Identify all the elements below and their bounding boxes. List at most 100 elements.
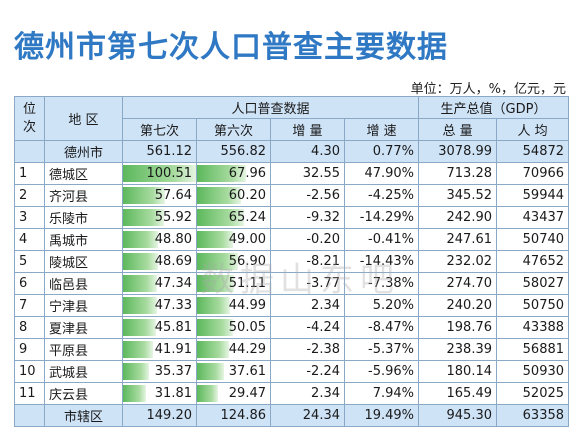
sixth-value: 67.96 bbox=[228, 166, 266, 181]
summary-row: 德州市 561.12 556.82 4.30 0.77% 3078.99 548… bbox=[14, 140, 570, 163]
increase-cell: -8.21 bbox=[270, 250, 345, 273]
total-cell: 247.61 bbox=[418, 228, 498, 251]
data-bar bbox=[123, 165, 196, 182]
rank-cell: 2 bbox=[14, 184, 45, 207]
region-cell: 夏津县 bbox=[44, 316, 123, 339]
increase-cell: 24.34 bbox=[270, 404, 345, 427]
header-rank: 位次 bbox=[14, 96, 45, 141]
sixth-value: 29.47 bbox=[228, 386, 266, 401]
header-region: 地 区 bbox=[44, 96, 123, 141]
table-row: 11 庆云县 31.81 29.47 2.34 7.94% 165.49 52025 bbox=[14, 382, 570, 405]
region-cell: 庆云县 bbox=[44, 382, 123, 405]
seventh-value: 31.81 bbox=[154, 386, 192, 401]
region-cell: 平原县 bbox=[44, 338, 123, 361]
table-row: 5 陵城区 48.69 56.90 -8.21 -14.43% 232.02 47652 bbox=[14, 250, 570, 273]
region-cell: 陵城区 bbox=[44, 250, 123, 273]
rank-cell bbox=[14, 404, 45, 427]
rank-cell: 10 bbox=[14, 360, 45, 383]
increase-cell: -9.32 bbox=[270, 206, 345, 229]
table-row: 6 临邑县 47.34 51.11 -3.77 -7.38% 274.70 58027 bbox=[14, 272, 570, 295]
region-cell: 禹城市 bbox=[44, 228, 123, 251]
increase-cell: -4.24 bbox=[270, 316, 345, 339]
sixth-cell: 56.90 bbox=[196, 250, 271, 273]
growth-cell: -14.43% bbox=[343, 250, 420, 273]
sixth-cell: 60.20 bbox=[196, 184, 271, 207]
seventh-cell: 55.92 bbox=[122, 206, 197, 229]
data-bar bbox=[123, 187, 165, 204]
sixth-value: 51.11 bbox=[228, 276, 266, 291]
growth-cell: 19.49% bbox=[343, 404, 420, 427]
increase-cell: -2.56 bbox=[270, 184, 345, 207]
data-bar bbox=[197, 341, 230, 358]
data-bar bbox=[197, 253, 239, 270]
per-capita-cell: 59944 bbox=[496, 184, 570, 207]
seventh-cell: 48.80 bbox=[122, 228, 197, 251]
growth-cell: -8.47% bbox=[343, 316, 420, 339]
data-bar bbox=[123, 363, 149, 380]
sixth-cell: 49.00 bbox=[196, 228, 271, 251]
region-cell: 德城区 bbox=[44, 162, 123, 185]
region-cell: 宁津县 bbox=[44, 294, 123, 317]
seventh-value: 41.91 bbox=[154, 342, 192, 357]
increase-cell: -3.77 bbox=[270, 272, 345, 295]
per-capita-cell: 50740 bbox=[496, 228, 570, 251]
summary-per-capita: 54872 bbox=[496, 140, 570, 163]
per-capita-cell: 50930 bbox=[496, 360, 570, 383]
per-capita-cell: 43437 bbox=[496, 206, 570, 229]
data-bar bbox=[197, 363, 225, 380]
summary-region: 德州市 bbox=[44, 140, 123, 163]
table-row: 4 禹城市 48.80 49.00 -0.20 -0.41% 247.61 50740 bbox=[14, 228, 570, 251]
seventh-value: 55.92 bbox=[154, 210, 192, 225]
rank-cell: 6 bbox=[14, 272, 45, 295]
data-bar bbox=[123, 297, 158, 314]
per-capita-cell: 43388 bbox=[496, 316, 570, 339]
data-bar bbox=[123, 319, 157, 336]
seventh-cell: 47.33 bbox=[122, 294, 197, 317]
sixth-value: 56.90 bbox=[228, 254, 266, 269]
sixth-cell: 44.99 bbox=[196, 294, 271, 317]
increase-cell: -2.24 bbox=[270, 360, 345, 383]
sixth-value: 37.61 bbox=[228, 364, 266, 379]
data-bar bbox=[123, 209, 164, 226]
seventh-value: 47.34 bbox=[154, 276, 192, 291]
table-row: 2 齐河县 57.64 60.20 -2.56 -4.25% 345.52 59944 bbox=[14, 184, 570, 207]
data-bar bbox=[123, 231, 159, 248]
total-cell: 274.70 bbox=[418, 272, 498, 295]
header-increase: 增 量 bbox=[270, 118, 345, 141]
per-capita-cell: 58027 bbox=[496, 272, 570, 295]
per-capita-cell: 63358 bbox=[496, 404, 570, 427]
data-bar bbox=[197, 209, 245, 226]
growth-cell: 47.90% bbox=[343, 162, 420, 185]
population-table: 位次 地 区 人口普查数据 生产总值（GDP） 第七次 第六次 增 量 增 速 … bbox=[14, 96, 570, 427]
increase-cell: 2.34 bbox=[270, 382, 345, 405]
growth-cell: 5.20% bbox=[343, 294, 420, 317]
rank-cell: 4 bbox=[14, 228, 45, 251]
region-cell: 临邑县 bbox=[44, 272, 123, 295]
per-capita-cell: 70966 bbox=[496, 162, 570, 185]
header-sixth: 第六次 bbox=[196, 118, 271, 141]
sixth-value: 50.05 bbox=[228, 320, 266, 335]
growth-cell: -5.96% bbox=[343, 360, 420, 383]
header-per-capita: 人 均 bbox=[496, 118, 570, 141]
sixth-value: 44.99 bbox=[228, 298, 266, 313]
sixth-cell: 44.29 bbox=[196, 338, 271, 361]
seventh-value: 48.69 bbox=[154, 254, 192, 269]
sixth-cell: 50.05 bbox=[196, 316, 271, 339]
header-growth: 增 速 bbox=[343, 118, 420, 141]
summary-sixth: 556.82 bbox=[196, 140, 271, 163]
increase-cell: -2.38 bbox=[270, 338, 345, 361]
seventh-value: 100.51 bbox=[146, 166, 193, 181]
data-bar bbox=[197, 297, 230, 314]
header-pop-group: 人口普查数据 bbox=[121, 96, 420, 119]
data-bar bbox=[123, 341, 154, 358]
total-cell: 713.28 bbox=[418, 162, 498, 185]
sixth-value: 49.00 bbox=[228, 232, 266, 247]
sixth-cell: 37.61 bbox=[196, 360, 271, 383]
seventh-cell: 100.51 bbox=[122, 162, 197, 185]
seventh-value: 47.33 bbox=[154, 298, 192, 313]
table-row: 10 武城县 35.37 37.61 -2.24 -5.96% 180.14 50930 bbox=[14, 360, 570, 383]
growth-cell: -0.41% bbox=[343, 228, 420, 251]
seventh-value: 35.37 bbox=[154, 364, 192, 379]
table-row: 9 平原县 41.91 44.29 -2.38 -5.37% 238.39 56881 bbox=[14, 338, 570, 361]
sixth-value: 60.20 bbox=[228, 188, 266, 203]
